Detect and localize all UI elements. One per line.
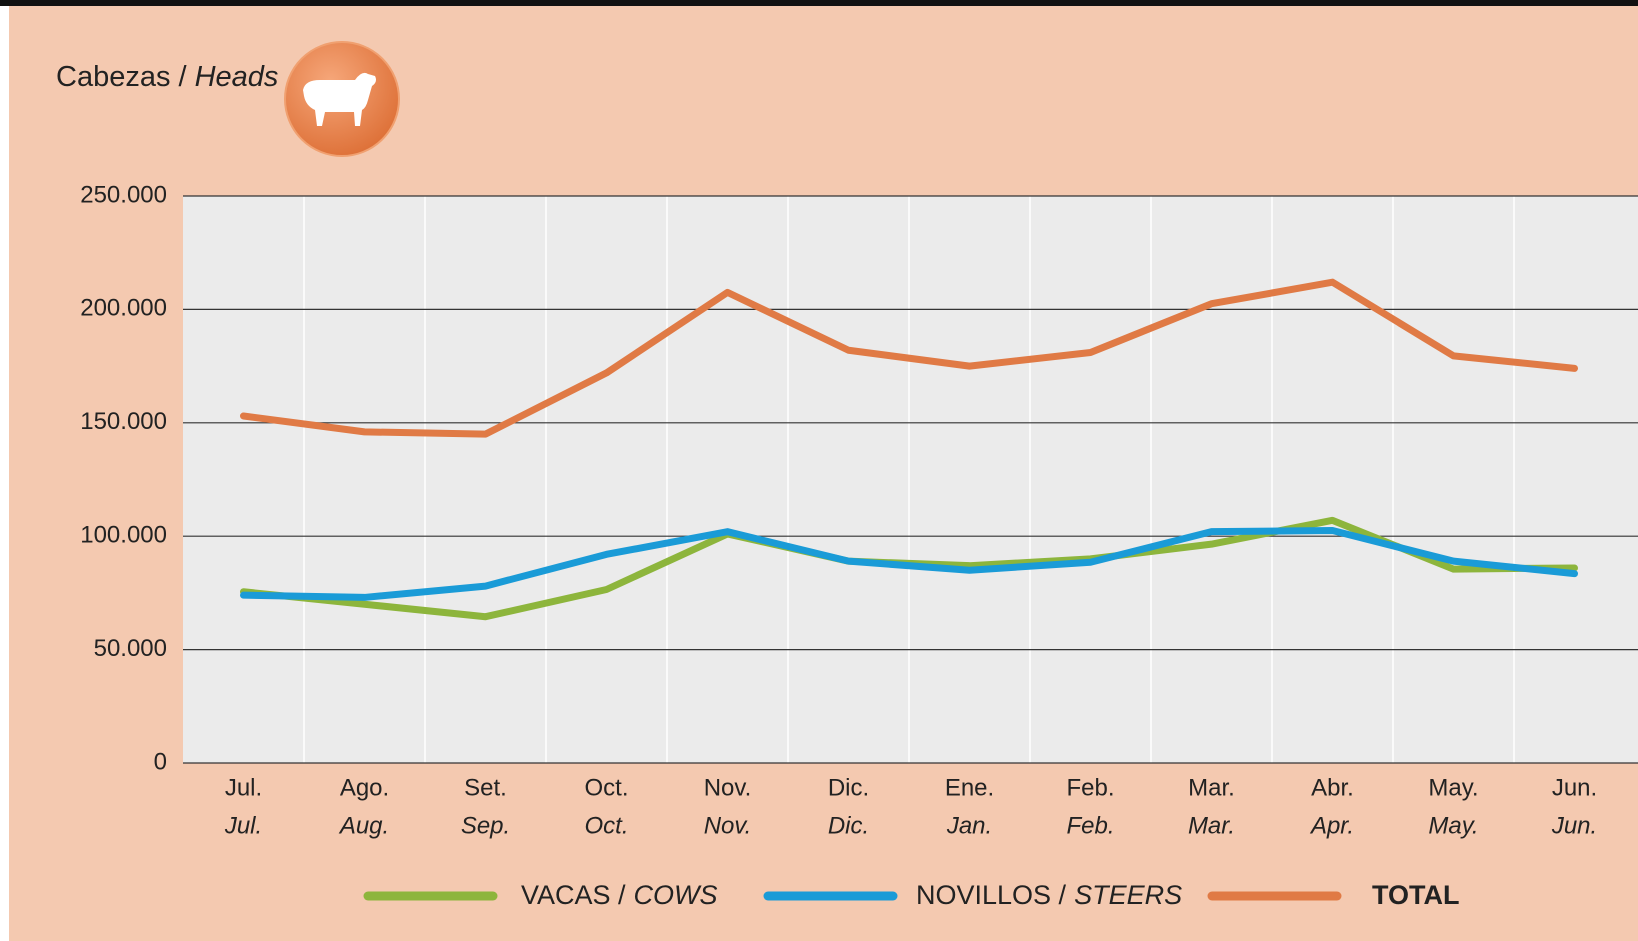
plot-area <box>183 196 1638 763</box>
legend-name: NOVILLOS / <box>916 880 1067 910</box>
cow-icon <box>284 41 400 157</box>
y-tick-label: 0 <box>154 748 167 775</box>
y-tick-label: 250.000 <box>80 181 167 208</box>
x-tick-label: Mar. <box>1188 774 1235 801</box>
y-tick-label: 50.000 <box>94 635 167 662</box>
x-tick-label: Feb. <box>1066 774 1114 801</box>
title-en: Heads <box>195 61 279 93</box>
x-tick-label: Abr. <box>1311 774 1354 801</box>
legend-label: NOVILLOS / STEERS <box>916 880 1182 910</box>
legend-label: TOTAL <box>1372 880 1460 910</box>
x-tick-label-en: May. <box>1428 812 1478 839</box>
x-tick-label: Ene. <box>945 774 994 801</box>
x-tick-label-en: Aug. <box>338 812 389 839</box>
x-tick-label-en: Sep. <box>461 812 510 839</box>
title-es: Cabezas / <box>56 61 188 93</box>
x-tick-label: Nov. <box>704 774 752 801</box>
legend-name: VACAS / <box>521 880 626 910</box>
y-tick-label: 150.000 <box>80 408 167 435</box>
x-tick-label: Ago. <box>340 774 389 801</box>
chart-title: Cabezas / Heads <box>56 61 278 93</box>
x-tick-label-en: Oct. <box>584 812 628 839</box>
x-tick-label: Jun. <box>1552 774 1597 801</box>
x-tick-label: May. <box>1428 774 1478 801</box>
x-tick-label-en: Jan. <box>946 812 992 839</box>
x-tick-label: Set. <box>464 774 507 801</box>
x-tick-label: Jul. <box>225 774 262 801</box>
legend-name-en: COWS <box>634 880 718 910</box>
x-tick-label: Oct. <box>584 774 628 801</box>
x-tick-label: Dic. <box>828 774 869 801</box>
y-tick-label: 200.000 <box>80 295 167 322</box>
legend-label: VACAS / COWS <box>521 880 718 910</box>
series-line <box>240 527 1578 601</box>
legend-name-en: STEERS <box>1074 880 1182 910</box>
x-tick-label-en: Nov. <box>704 812 752 839</box>
x-tick-label-en: Feb. <box>1066 812 1114 839</box>
x-tick-label-en: Jun. <box>1551 812 1597 839</box>
top-border <box>0 0 1638 6</box>
x-tick-label-en: Mar. <box>1188 812 1235 839</box>
y-tick-label: 100.000 <box>80 522 167 549</box>
x-tick-label-en: Apr. <box>1309 812 1354 839</box>
x-tick-label-en: Dic. <box>828 812 869 839</box>
x-tick-label-en: Jul. <box>224 812 262 839</box>
series-line <box>240 278 1578 438</box>
legend-name: TOTAL <box>1372 880 1460 910</box>
